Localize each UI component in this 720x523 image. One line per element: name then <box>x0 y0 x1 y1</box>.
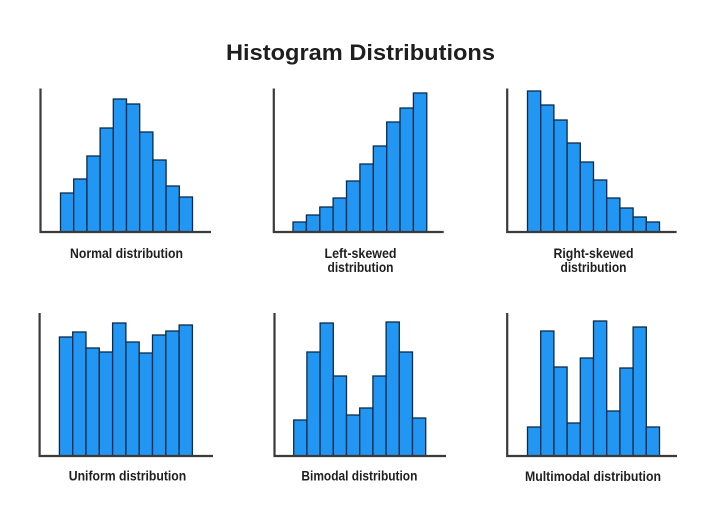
svg-text:Normal distribution: Normal distribution <box>70 245 183 261</box>
svg-text:Left-skewed: Left-skewed <box>325 245 397 261</box>
svg-text:Right-skewed: Right-skewed <box>554 245 634 261</box>
svg-text:Histogram Distributions: Histogram Distributions <box>226 40 495 65</box>
svg-text:Bimodal distribution: Bimodal distribution <box>301 468 417 484</box>
svg-text:distribution: distribution <box>561 259 627 275</box>
svg-text:Multimodal distribution: Multimodal distribution <box>525 468 661 484</box>
svg-text:distribution: distribution <box>328 259 394 275</box>
svg-text:Uniform distribution: Uniform distribution <box>69 468 187 484</box>
